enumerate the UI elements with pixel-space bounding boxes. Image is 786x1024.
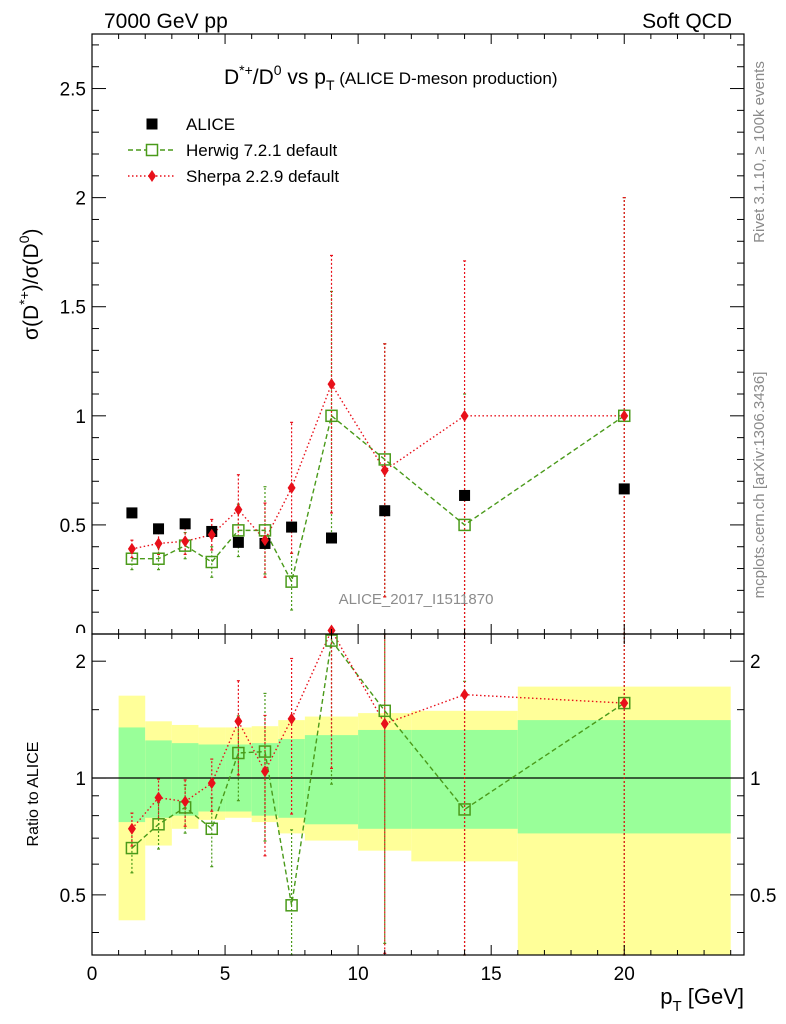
x-tick-label: 0 — [87, 964, 98, 985]
rivet-side-label: Rivet 3.1.10, ≥ 100k events — [751, 61, 768, 243]
y-tick-label-main: 2.5 — [60, 80, 86, 101]
y-tick-label-main: 1 — [75, 407, 86, 428]
herwig-point — [325, 409, 338, 423]
x-tick-label: 20 — [614, 964, 635, 985]
herwig-ratio-point — [378, 704, 391, 718]
main-plot-area — [125, 197, 631, 635]
sherpa-point — [207, 528, 216, 541]
x-tick-label: 5 — [220, 964, 231, 985]
ratio-band-green — [118, 727, 146, 823]
sherpa-point — [287, 481, 296, 494]
alice-point — [153, 523, 165, 535]
y-axis-label-ratio: Ratio to ALICE — [25, 742, 42, 847]
herwig-point — [285, 575, 298, 588]
ratio-plot-frame — [91, 633, 745, 956]
y-tick-label-main: 1.5 — [60, 298, 86, 319]
sherpa-point — [154, 537, 163, 550]
plot-frames — [91, 33, 745, 956]
legend-herwig-marker — [145, 143, 159, 157]
sherpa-ratio-point — [127, 822, 136, 835]
y-tick-label-ratio-left: 1 — [75, 769, 86, 790]
sherpa-ratio-point — [234, 715, 243, 728]
herwig-ratio-point — [205, 822, 219, 836]
sherpa-ratio-point — [460, 688, 469, 701]
legend-label-alice: ALICE — [186, 115, 235, 134]
herwig-point — [205, 555, 219, 569]
alice-point — [126, 507, 138, 519]
herwig-ratio-point — [258, 745, 272, 758]
analysis-id-label: ALICE_2017_I1511870 — [339, 591, 494, 608]
herwig-point — [152, 552, 165, 565]
x-axis-label: pT [GeV] — [660, 984, 744, 1015]
axes: 0 5 10 15 20 0.5 1 1.5 2 2.5 0 0.5 0.5 1 1 2 2 — [60, 34, 776, 985]
legend-alice-marker — [146, 118, 158, 130]
y-tick-label-ratio-right: 0.5 — [750, 886, 776, 907]
y-tick-label-ratio-right: 1 — [750, 769, 761, 790]
y-axis-label-main: σ(D*+)/σ(D0) — [16, 229, 43, 341]
herwig-point — [458, 518, 471, 532]
legend-label-herwig: Herwig 7.2.1 default — [186, 141, 337, 160]
sherpa-ratio-point — [181, 795, 190, 808]
herwig-ratio-line — [131, 638, 625, 906]
x-tick-label: 15 — [481, 964, 502, 985]
herwig-ratio-point — [458, 803, 471, 816]
sherpa-ratio-point — [620, 697, 629, 710]
y-tick-label-main-zero: 0 — [75, 622, 86, 643]
herwig-ratio-point — [232, 746, 245, 760]
ratio-plot-area — [92, 624, 744, 956]
y-tick-label-ratio-right: 2 — [750, 652, 761, 673]
plot-title: D*+/D0 vs pT (ALICE D-meson production) — [224, 62, 558, 93]
alice-point — [459, 489, 471, 501]
sherpa-ratio-point — [287, 712, 296, 725]
alice-point — [379, 505, 391, 517]
sherpa-point — [460, 409, 469, 422]
legend: ALICE Herwig 7.2.1 default Sherpa 2.2.9 de… — [128, 115, 339, 186]
x-tick-label: 10 — [348, 964, 369, 985]
sherpa-point — [234, 503, 243, 516]
herwig-ratio-point — [125, 841, 139, 855]
sherpa-point — [181, 535, 190, 548]
sherpa-point — [380, 464, 389, 477]
sherpa-ratio-point — [154, 791, 163, 804]
ratio-uncertainty-bands — [118, 686, 731, 955]
alice-point — [326, 532, 338, 544]
y-tick-label-ratio-left: 0.5 — [60, 886, 86, 907]
legend-label-sherpa: Sherpa 2.2.9 default — [186, 167, 339, 186]
y-tick-label-main: 0.5 — [60, 516, 86, 537]
header-right-label: Soft QCD — [642, 10, 732, 33]
alice-point — [179, 518, 191, 530]
sherpa-ratio-point — [207, 777, 216, 790]
sherpa-line — [131, 382, 625, 550]
herwig-ratio-point — [285, 899, 298, 912]
alice-point — [232, 536, 244, 548]
sherpa-point — [127, 542, 136, 555]
sherpa-ratio-point — [260, 765, 269, 778]
alice-point — [618, 483, 630, 495]
herwig-line — [131, 414, 625, 584]
y-tick-label-ratio-left: 2 — [75, 652, 86, 673]
y-tick-label-main: 2 — [75, 189, 86, 210]
mcplots-side-label: mcplots.cern.ch [arXiv:1306.3436] — [751, 372, 768, 599]
alice-point — [286, 521, 298, 533]
sherpa-point — [260, 534, 269, 547]
sherpa-point — [620, 409, 629, 422]
header-left-label: 7000 GeV pp — [104, 10, 228, 33]
sherpa-ratio-point — [380, 717, 389, 730]
herwig-point — [232, 524, 245, 537]
herwig-ratio-point — [152, 818, 165, 831]
legend-sherpa-marker — [148, 170, 156, 182]
sherpa-point — [327, 378, 336, 391]
